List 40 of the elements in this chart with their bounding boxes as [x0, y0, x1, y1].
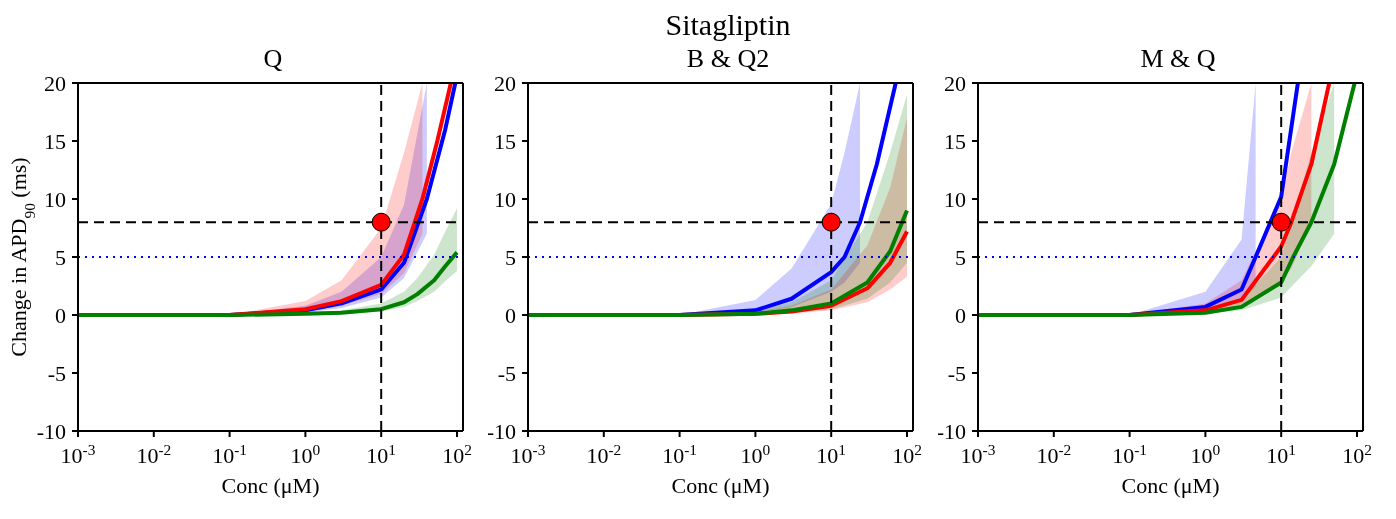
y-tick-label: 20 [944, 71, 966, 96]
y-tick-label: 5 [955, 245, 966, 270]
y-tick-label: 10 [494, 187, 516, 212]
x-tick-label: 10$^{2}$ [892, 440, 922, 468]
x-tick-label: 10$^{-2}$ [136, 440, 172, 468]
y-tick-label: 20 [494, 71, 516, 96]
y-tick-label: 0 [505, 303, 516, 328]
x-tick-label: 10$^{0}$ [290, 440, 321, 468]
y-tick-label: -5 [497, 361, 516, 386]
x-tick-label: 10$^{-1}$ [212, 440, 248, 468]
y-tick-label: 15 [494, 129, 516, 154]
chart-title: Q [263, 44, 283, 73]
y-tick-label: -5 [947, 361, 966, 386]
y-tick-label: 5 [55, 245, 66, 270]
y-tick-label: -5 [47, 361, 66, 386]
y-tick-label: 0 [955, 303, 966, 328]
y-tick-label: 10 [44, 187, 66, 212]
x-tick-label: 10$^{-2}$ [1036, 440, 1072, 468]
x-tick-label: 10$^{0}$ [740, 440, 771, 468]
x-tick-label: 10$^{2}$ [1342, 440, 1372, 468]
y-tick-label: 5 [505, 245, 516, 270]
x-tick-label: 10$^{0}$ [1190, 440, 1221, 468]
x-tick-label: 10$^{-1}$ [1112, 440, 1148, 468]
x-axis-title: Conc (μM) [1121, 473, 1220, 498]
y-tick-label: 15 [944, 129, 966, 154]
x-tick-label: 10$^{1}$ [816, 440, 847, 468]
y-tick-label: 20 [44, 71, 66, 96]
x-axis-title: Conc (μM) [221, 473, 320, 498]
y-tick-label: 15 [44, 129, 66, 154]
x-tick-label: 10$^{1}$ [366, 440, 397, 468]
x-tick-label: 10$^{-1}$ [662, 440, 698, 468]
y-tick-label: 0 [55, 303, 66, 328]
text: Sitagliptin [664, 8, 792, 43]
y-tick-label: 10 [944, 187, 966, 212]
chart-title: M & Q [1140, 44, 1216, 73]
x-axis-title: Conc (μM) [671, 473, 770, 498]
x-tick-label: 10$^{2}$ [442, 440, 472, 468]
x-tick-label: 10$^{1}$ [1266, 440, 1297, 468]
chart-title: B & Q2 [686, 44, 770, 73]
x-tick-label: 10$^{-2}$ [586, 440, 622, 468]
